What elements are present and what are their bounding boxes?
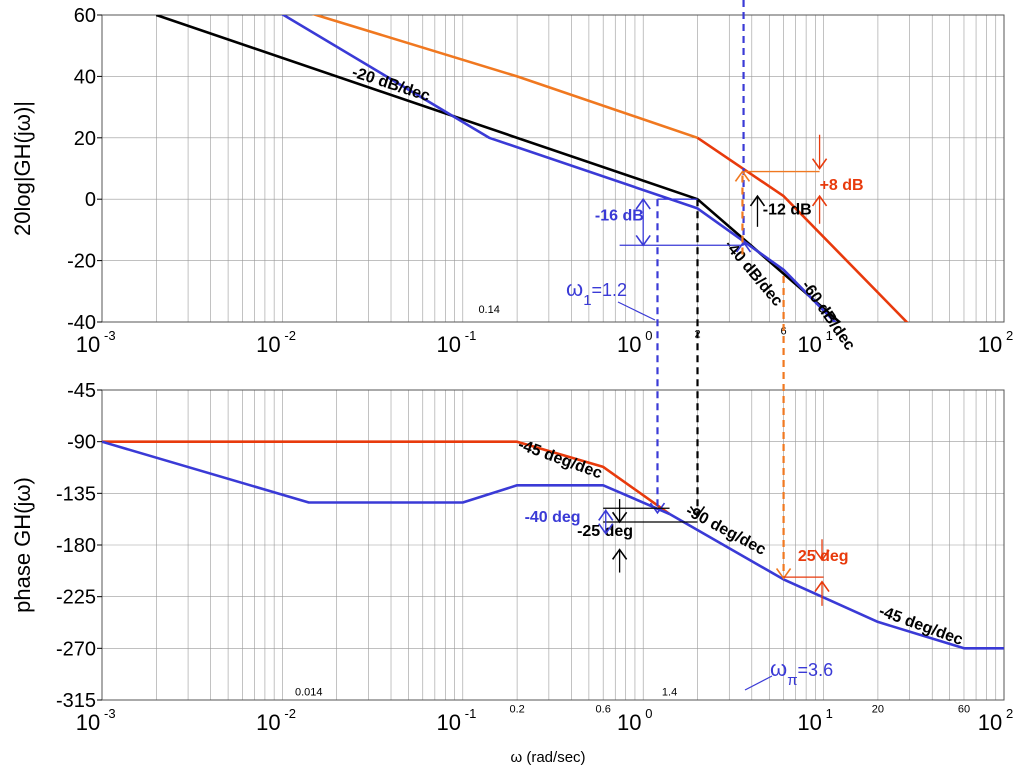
magnitude-ytick-label: -20 <box>67 251 96 273</box>
magnitude-ytick-label: 60 <box>74 5 96 27</box>
phase-annotation: -45 deg/dec <box>516 436 605 482</box>
magnitude-series-line-3 <box>696 136 909 322</box>
phase-annotation: -90 deg/dec <box>683 503 769 559</box>
phase-xtick-base: 10 <box>617 710 641 735</box>
magnitude-xtick-base: 10 <box>978 332 1002 357</box>
phase-series-line-1 <box>102 440 671 516</box>
phase-xtick-exp: -2 <box>284 706 296 721</box>
magnitude-xtick-exp: -1 <box>465 328 477 343</box>
plus8-bottom-arrow-icon <box>811 194 828 207</box>
magnitude-xtick-exp: -2 <box>284 328 296 343</box>
magnitude-series-group <box>155 15 909 322</box>
phase-xtick-base: 10 <box>437 710 461 735</box>
magnitude-annotation: -12 dB <box>763 202 812 219</box>
phase-xlabel: ω (rad/sec) <box>510 749 585 766</box>
minus16-arrow-down-icon <box>635 234 651 247</box>
phase-xtick-base: 10 <box>978 710 1002 735</box>
magnitude-xtick-base: 10 <box>797 332 821 357</box>
minus40-arrow-up-icon <box>598 509 614 521</box>
construction-lines <box>598 0 830 691</box>
minus12-arrow-icon <box>749 194 766 207</box>
magnitude-xtick-exp: 0 <box>645 328 652 343</box>
phase-annotation: 60 <box>958 704 970 716</box>
phase-ytick-label: -135 <box>56 483 96 505</box>
magnitude-annotation: -16 dB <box>595 208 644 225</box>
magnitude-xtick-base: 10 <box>256 332 280 357</box>
magnitude-xtick-exp: 2 <box>1006 328 1013 343</box>
phase-xtick-exp: -1 <box>465 706 477 721</box>
phase-xtick-exp: -3 <box>104 706 116 721</box>
omega-pi-label-leader <box>744 675 773 691</box>
omega1-arrow-icon <box>649 502 666 515</box>
phase-ytick-label: -90 <box>67 432 96 454</box>
phase-annotation: -40 deg <box>525 509 581 526</box>
omega1-label: ω1=1.2 <box>566 276 627 309</box>
phase-ytick-label: -315 <box>56 690 96 712</box>
magnitude-ytick-label: 20 <box>74 128 96 150</box>
magnitude-xtick-exp: -3 <box>104 328 116 343</box>
magnitude-series-line-0 <box>155 15 842 322</box>
magnitude-annotation: 0.14 <box>478 304 499 316</box>
magnitude-xtick-base: 10 <box>617 332 641 357</box>
omega-pi-label: ωπ=3.6 <box>770 656 833 689</box>
minus40-arrow-down-icon <box>598 523 614 535</box>
magnitude-ytick-label: 0 <box>85 189 96 211</box>
deg25-bottom-arrow-icon <box>814 580 830 593</box>
phase-xtick-exp: 0 <box>645 706 652 721</box>
minus25-top-arrow-icon <box>611 511 628 524</box>
phase-annotation: 25 deg <box>798 548 849 565</box>
phase-annotation: 0.014 <box>295 686 323 698</box>
minus16-arrow-up-icon <box>635 197 651 210</box>
phase-xtick-base: 10 <box>797 710 821 735</box>
magnitude-series-line-2 <box>311 15 698 140</box>
phase-annotation: 1.4 <box>662 686 677 698</box>
phase-xtick-base: 10 <box>76 710 100 735</box>
corner-6-arrow-icon <box>775 568 792 580</box>
corner-2-arrow-icon <box>689 506 706 518</box>
magnitude-frame <box>101 14 1005 323</box>
phase-series-line-0 <box>102 440 671 516</box>
phase-series-line-2 <box>668 512 1004 650</box>
magnitude-ylabel: 20log|GH(jω)| <box>10 101 35 236</box>
phase-ytick-label: -45 <box>67 380 96 402</box>
phase-ytick-label: -180 <box>56 535 96 557</box>
plus8-top-arrow-icon <box>811 158 828 170</box>
magnitude-series-line-1 <box>281 15 837 322</box>
minus25-bottom-arrow-icon <box>611 548 628 560</box>
phase-ylabel: phase GH(jω) <box>10 477 35 613</box>
phase-annotation: 0.6 <box>596 704 611 716</box>
magnitude-xtick-base: 10 <box>76 332 100 357</box>
magnitude-ytick-label: 40 <box>74 66 96 88</box>
magnitude-ytick-label: -40 <box>67 312 96 334</box>
phase-annotation: 0.2 <box>509 704 524 716</box>
phase-xtick-base: 10 <box>256 710 280 735</box>
phase-ytick-label: -225 <box>56 587 96 609</box>
phase-xtick-exp: 2 <box>1006 706 1013 721</box>
phase-series-group <box>102 440 1004 650</box>
orange-margin-arrow-icon <box>734 170 751 182</box>
omega1-label-leader <box>617 301 656 321</box>
magnitude-xtick-exp: 1 <box>826 328 833 343</box>
phase-ytick-label: -270 <box>56 638 96 660</box>
magnitude-annotation: +8 dB <box>820 177 864 194</box>
phase-annotation: 20 <box>872 704 884 716</box>
deg25-top-arrow-icon <box>814 549 830 562</box>
magnitude-annotation: 6 <box>781 325 787 337</box>
magnitude-xtick-base: 10 <box>437 332 461 357</box>
phase-xtick-exp: 1 <box>826 706 833 721</box>
